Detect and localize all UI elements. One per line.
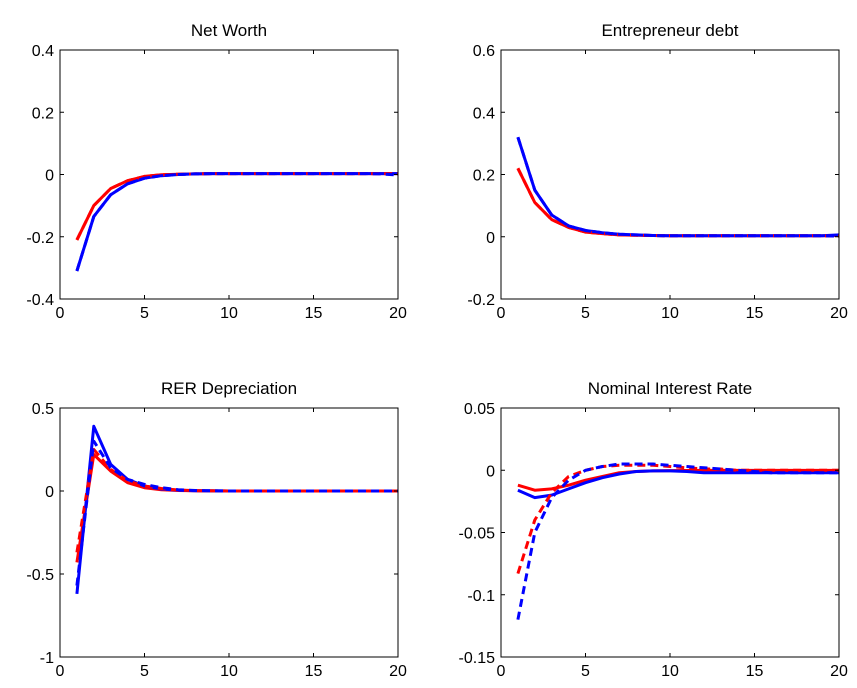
x-tick-label: 20 xyxy=(830,305,848,322)
plot-area xyxy=(516,136,839,238)
y-tick-label: -0.5 xyxy=(26,567,54,584)
x-tick-label: 15 xyxy=(746,663,764,680)
chart-title: Net Worth xyxy=(191,21,267,40)
x-tick-label: 5 xyxy=(581,305,590,322)
x-tick-label: 5 xyxy=(140,663,149,680)
y-tick-label: 0.2 xyxy=(473,168,495,185)
y-tick-label: -0.1 xyxy=(467,588,495,605)
series-line-solid-red xyxy=(75,172,398,241)
x-tick-label: 0 xyxy=(497,663,506,680)
series-line-dashed-blue xyxy=(75,172,398,272)
x-tick-label: 20 xyxy=(389,663,407,680)
x-tick-label: 20 xyxy=(389,305,407,322)
series-line-solid-blue xyxy=(517,469,839,500)
plot-area xyxy=(516,462,839,620)
chart-title: Nominal Interest Rate xyxy=(588,379,752,398)
series-line-solid-blue xyxy=(516,136,839,238)
y-tick-label: 0.4 xyxy=(473,105,495,122)
series-line-solid-red xyxy=(75,453,398,563)
x-tick-label: 15 xyxy=(746,305,764,322)
series-line-dashed-blue xyxy=(516,462,839,620)
panel-rer-depreciation: RER Depreciation 0 5 10 15 20 -1 -0.5 0 0.5 xyxy=(26,379,407,680)
series-line-solid-blue xyxy=(75,424,398,595)
x-tick-label: 5 xyxy=(140,305,149,322)
panel-entrepreneur-debt: Entrepreneur debt 0 5 10 15 20-0.200.20.40.6 xyxy=(467,21,848,322)
axes-frame xyxy=(59,407,399,658)
x-tick-label: 20 xyxy=(830,663,848,680)
x-tick-label: 10 xyxy=(220,663,238,680)
y-tick-label: 0.05 xyxy=(464,401,495,418)
y-tick-label: 0 xyxy=(45,168,54,185)
x-tick-label: 10 xyxy=(661,305,679,322)
series-line-dashed-red xyxy=(75,448,398,553)
axes-frame xyxy=(500,407,840,658)
y-tick-label: -0.2 xyxy=(26,230,54,247)
y-tick-label: 0 xyxy=(486,463,495,480)
axes-frame xyxy=(500,49,840,300)
x-tick-label: 0 xyxy=(56,305,65,322)
plot-area xyxy=(75,172,398,272)
plot-area xyxy=(75,424,398,595)
y-tick-label: -0.2 xyxy=(467,292,495,309)
y-tick-label: -0.15 xyxy=(459,650,496,667)
x-tick-label: 5 xyxy=(581,663,590,680)
y-tick-label: 0 xyxy=(45,484,54,501)
y-tick-label: 0.6 xyxy=(473,43,495,60)
y-tick-label: -0.05 xyxy=(459,526,496,543)
y-tick-label: 0.2 xyxy=(32,105,54,122)
series-line-dashed-red xyxy=(75,172,398,241)
chart-title: Entrepreneur debt xyxy=(601,21,738,40)
panel-nominal-interest-rate: Nominal Interest Rate 0 5 10 15 20 -0.15 -0.1 -… xyxy=(459,379,848,680)
y-tick-label: 0.4 xyxy=(32,43,54,60)
x-tick-label: 15 xyxy=(305,663,323,680)
x-tick-label: 0 xyxy=(497,305,506,322)
series-line-dashed-blue xyxy=(516,136,839,238)
panel-net-worth: Net Worth 0 5 10 15 20 -0.4 -0.2 0 0.2 0.4 xyxy=(26,21,407,322)
x-tick-label: 0 xyxy=(56,663,65,680)
x-tick-label: 15 xyxy=(305,305,323,322)
series-line-solid-blue xyxy=(75,172,398,272)
chart-title: RER Depreciation xyxy=(161,379,297,398)
y-tick-label: -1 xyxy=(40,650,54,667)
y-tick-label: 0.5 xyxy=(32,401,54,418)
y-tick-label: 0 xyxy=(486,230,495,247)
series-line-dashed-blue xyxy=(75,439,398,586)
x-tick-label: 10 xyxy=(220,305,238,322)
y-tick-label: -0.4 xyxy=(26,292,54,309)
x-tick-label: 10 xyxy=(661,663,679,680)
